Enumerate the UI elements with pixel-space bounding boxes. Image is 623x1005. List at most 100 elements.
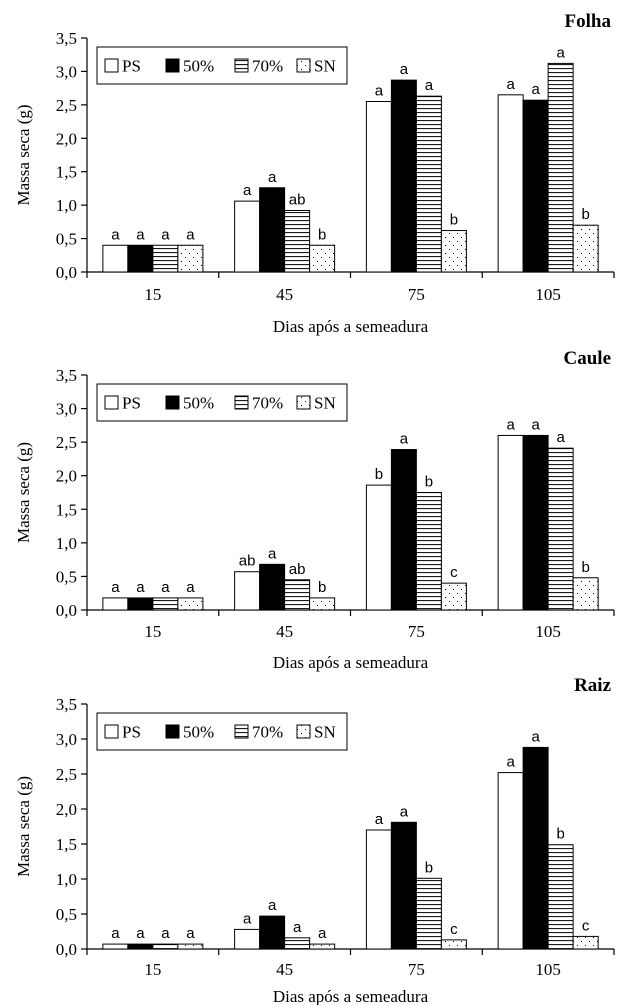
bar-75-PS — [365, 484, 392, 611]
y-tick-label: 1,0 — [56, 534, 77, 553]
data-label: a — [556, 429, 565, 446]
data-label: a — [268, 545, 277, 562]
bar-75-70% — [415, 492, 442, 611]
legend-label: SN — [314, 57, 336, 76]
y-tick-label: 2,5 — [56, 433, 77, 452]
bar-15-50% — [127, 943, 154, 950]
data-label: a — [506, 754, 515, 771]
x-tick-label: 15 — [144, 285, 161, 304]
bar-15-70% — [152, 244, 179, 273]
bar-15-50% — [127, 597, 154, 611]
y-tick-label: 3,5 — [56, 29, 77, 48]
legend-swatch-50% — [165, 395, 180, 410]
data-label: a — [136, 925, 145, 942]
legend-label: 50% — [183, 57, 214, 76]
x-tick-label: 45 — [276, 285, 293, 304]
y-tick-label: 1,5 — [56, 163, 77, 182]
data-label: a — [400, 431, 409, 448]
data-label: b — [556, 826, 564, 843]
bar-75-SN — [440, 582, 467, 611]
y-tick-label: 3,0 — [56, 400, 77, 419]
data-label: b — [450, 212, 458, 229]
bar-15-SN — [177, 597, 204, 611]
y-tick-label: 1,5 — [56, 500, 77, 519]
legend-label: 70% — [252, 57, 283, 76]
bar-105-SN — [572, 577, 599, 611]
data-label: a — [268, 169, 277, 186]
bar-45-PS — [234, 928, 261, 950]
bar-15-PS — [102, 244, 129, 273]
bar-75-SN — [440, 939, 467, 950]
bar-45-50% — [259, 187, 286, 273]
bar-105-PS — [497, 434, 524, 611]
legend-swatch-PS — [104, 395, 119, 410]
bar-105-PS — [497, 94, 524, 273]
legend-swatch-50% — [165, 724, 180, 739]
data-label: a — [318, 925, 327, 942]
data-label: a — [161, 925, 170, 942]
data-label: b — [581, 559, 589, 576]
chart-panel-caule: Caule Massa seca (g) 0,0 0,5 1,0 1,5 2,0 2,5 3,0… — [14, 348, 615, 672]
x-tick-label: 75 — [408, 960, 425, 979]
data-label: a — [243, 910, 252, 927]
y-axis-label: Massa seca (g) — [14, 104, 33, 205]
y-axis-label: Massa seca (g) — [14, 776, 33, 877]
bar-75-SN — [440, 230, 467, 273]
data-label: ab — [289, 561, 306, 578]
bar-75-PS — [365, 829, 392, 950]
y-tick-label: 3,5 — [56, 695, 77, 714]
x-axis-label: Dias após a semeadura — [273, 317, 429, 336]
data-label: ab — [289, 191, 306, 208]
data-label: a — [531, 728, 540, 745]
y-tick-label: 2,0 — [56, 800, 77, 819]
data-label: a — [268, 897, 277, 914]
y-tick-label: 1,0 — [56, 870, 77, 889]
bar-75-70% — [415, 877, 442, 950]
y-tick-label: 0,0 — [56, 601, 77, 620]
data-label: a — [506, 416, 515, 433]
bar-45-SN — [309, 943, 336, 950]
y-tick-label: 1,0 — [56, 196, 77, 215]
legend-swatch-70% — [234, 58, 249, 73]
chart-title: Caule — [564, 348, 612, 369]
y-tick-label: 1,5 — [56, 835, 77, 854]
y-tick-label: 2,5 — [56, 765, 77, 784]
bar-45-50% — [259, 563, 286, 611]
y-tick-label: 0,5 — [56, 905, 77, 924]
bar-105-70% — [547, 844, 574, 950]
y-tick-label: 0,0 — [56, 263, 77, 282]
bar-105-SN — [572, 224, 599, 273]
data-label: a — [111, 925, 120, 942]
legend-label: PS — [122, 723, 141, 742]
bar-15-PS — [102, 943, 129, 950]
x-axis-label: Dias após a semeadura — [273, 653, 429, 672]
y-tick-label: 2,0 — [56, 129, 77, 148]
bar-45-50% — [259, 915, 286, 950]
bar-75-50% — [390, 821, 417, 950]
data-label: b — [425, 474, 433, 491]
data-label: c — [450, 564, 458, 581]
chart-panel-folha: Folha Massa seca (g) 0,0 0,5 1,0 1,5 2,0 2,5 3,0… — [14, 11, 615, 336]
legend: PS 50% 70% SN — [96, 383, 348, 422]
bar-105-SN — [572, 935, 599, 950]
legend-swatch-PS — [104, 724, 119, 739]
legend-label: SN — [314, 394, 336, 413]
data-label: ab — [239, 553, 256, 570]
x-axis-label: Dias após a semeadura — [273, 987, 429, 1005]
data-label: b — [581, 206, 589, 223]
bar-45-SN — [309, 597, 336, 611]
legend-label: PS — [122, 394, 141, 413]
bar-105-50% — [522, 746, 549, 950]
x-tick-label: 105 — [535, 960, 561, 979]
data-label: b — [425, 859, 433, 876]
legend: PS 50% 70% SN — [96, 46, 348, 85]
data-label: a — [531, 416, 540, 433]
x-tick-label: 15 — [144, 622, 161, 641]
x-tick-label: 45 — [276, 622, 293, 641]
data-label: a — [186, 226, 195, 243]
data-label: a — [136, 226, 145, 243]
bar-45-PS — [234, 571, 261, 611]
data-label: c — [582, 917, 590, 934]
y-tick-label: 3,0 — [56, 62, 77, 81]
data-label: a — [375, 83, 384, 100]
